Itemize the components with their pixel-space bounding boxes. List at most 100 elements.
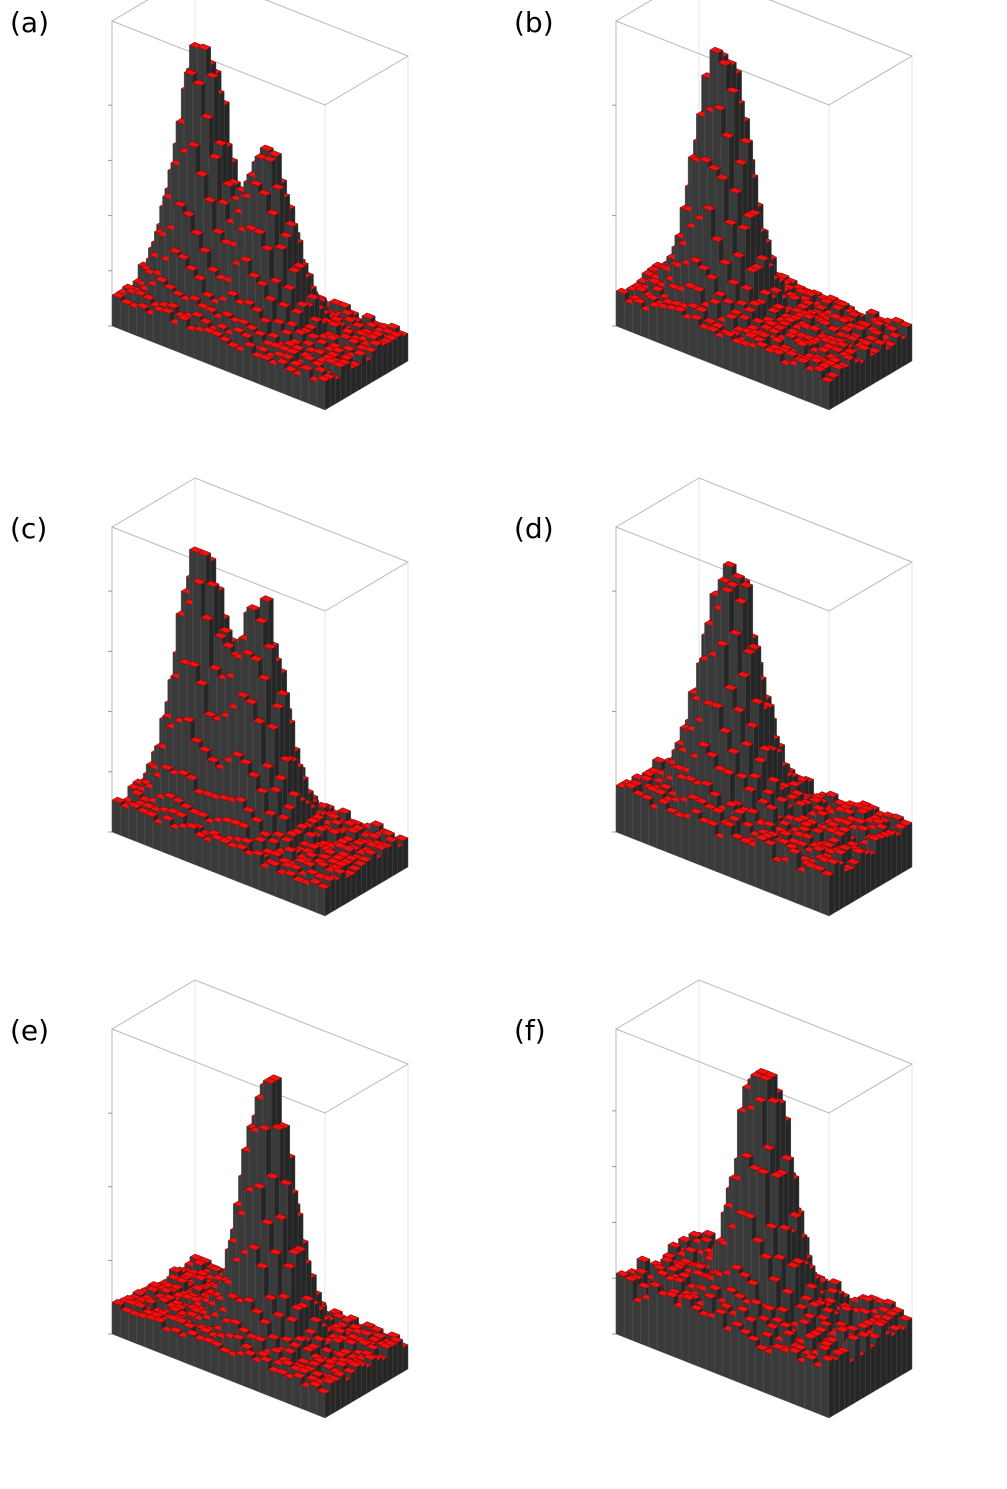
bar-side-face: [902, 337, 907, 367]
bar-side-face: [398, 334, 403, 367]
bar-side-face: [876, 351, 881, 383]
bar-front-face: [169, 322, 177, 352]
bar-side-face: [346, 362, 351, 398]
bar-side-face: [382, 847, 387, 882]
bar-front-face: [309, 379, 317, 407]
bar-front-face: [690, 317, 698, 358]
bar-front-face: [268, 362, 276, 390]
bar-side-face: [367, 859, 372, 892]
bar-side-face: [335, 878, 340, 910]
bar-front-face: [153, 309, 161, 345]
bar-side-face: [392, 839, 397, 876]
bar-front-face: [276, 361, 284, 393]
bar-front-face: [186, 328, 194, 358]
bar-side-face: [387, 341, 392, 374]
bar-front-face: [821, 380, 829, 411]
bar-side-face: [372, 852, 377, 888]
bar-front-face: [251, 355, 259, 384]
bar-front-face: [682, 317, 690, 356]
bar-front-face: [755, 344, 763, 384]
plot-area: [0, 506, 503, 987]
bar-side-face: [367, 359, 372, 386]
bar-side-face: [871, 354, 876, 386]
bar-front-face: [804, 369, 812, 404]
bar-front-face: [772, 352, 780, 391]
panel-label: (b): [514, 6, 554, 39]
bar-front-face: [624, 301, 632, 332]
bar-front-face: [632, 301, 640, 336]
bar-front-face: [714, 335, 722, 368]
bar-front-face: [112, 800, 120, 835]
bar-side-face: [356, 868, 361, 898]
bar-side-face: [886, 347, 891, 376]
box-top: [112, 478, 408, 611]
bar-front-face: [317, 379, 325, 411]
bar-side-face: [335, 377, 340, 404]
panel-label: (c): [10, 512, 47, 545]
histogram-bar: [821, 376, 834, 410]
bar-front-face: [813, 369, 821, 407]
bar-side-face: [377, 343, 382, 379]
histogram-bars: [112, 42, 408, 410]
bar-front-face: [731, 341, 739, 375]
bar-front-face: [243, 344, 251, 381]
bar-front-face: [128, 805, 136, 842]
bar-front-face: [698, 326, 706, 361]
bar-front-face: [194, 329, 202, 361]
bar-side-face: [881, 342, 886, 379]
bar-side-face: [330, 878, 335, 913]
plot-area: [0, 0, 503, 481]
bar-front-face: [706, 329, 714, 365]
bar-side-face: [341, 365, 346, 401]
bar-side-face: [392, 338, 397, 371]
bar-side-face: [860, 361, 865, 392]
bar-front-face: [260, 357, 268, 387]
histogram-bars: [112, 547, 408, 916]
bar-side-face: [834, 375, 839, 407]
bar-side-face: [907, 324, 912, 364]
bar-front-face: [235, 349, 243, 378]
z-axis-ticks: [108, 591, 112, 832]
bar-side-face: [351, 873, 356, 901]
bar-front-face: [796, 360, 804, 400]
panel-label: (a): [10, 6, 49, 39]
bar-front-face: [120, 806, 128, 839]
bar-front-face: [128, 305, 136, 335]
bar-front-face: [161, 311, 169, 349]
bar-front-face: [202, 330, 210, 365]
bar-side-face: [855, 360, 860, 394]
bar-side-face: [829, 380, 834, 410]
bar-front-face: [112, 295, 120, 329]
bar-side-face: [382, 343, 387, 376]
box-top: [616, 0, 912, 105]
bar-front-face: [780, 363, 788, 394]
z-axis-ticks: [108, 105, 112, 326]
bar-front-face: [219, 339, 227, 371]
bar-side-face: [387, 845, 392, 879]
bar-front-face: [673, 309, 681, 352]
bar-front-face: [178, 318, 186, 356]
bar-side-face: [403, 838, 408, 870]
bar-side-face: [372, 350, 377, 383]
bar-side-face: [325, 379, 330, 410]
bar-side-face: [845, 365, 850, 401]
bar-front-face: [649, 305, 657, 342]
bar-front-face: [145, 312, 153, 342]
panel-a: (a): [0, 0, 503, 481]
bar-front-face: [739, 343, 747, 378]
bar-side-face: [398, 845, 403, 873]
bar-front-face: [764, 350, 772, 388]
histogram-bar: [317, 375, 330, 410]
panel-c: (c): [0, 506, 503, 987]
bar-front-face: [300, 368, 308, 404]
bar-front-face: [641, 309, 649, 339]
bar-side-face: [850, 357, 855, 398]
bar-side-face: [341, 871, 346, 907]
panel-b: (b): [504, 0, 1007, 481]
bar-front-face: [227, 345, 235, 375]
bar-side-face: [377, 856, 382, 886]
bar-front-face: [747, 345, 755, 381]
box-top: [112, 0, 408, 105]
z-axis-ticks: [612, 105, 616, 326]
bar-front-face: [137, 306, 145, 339]
